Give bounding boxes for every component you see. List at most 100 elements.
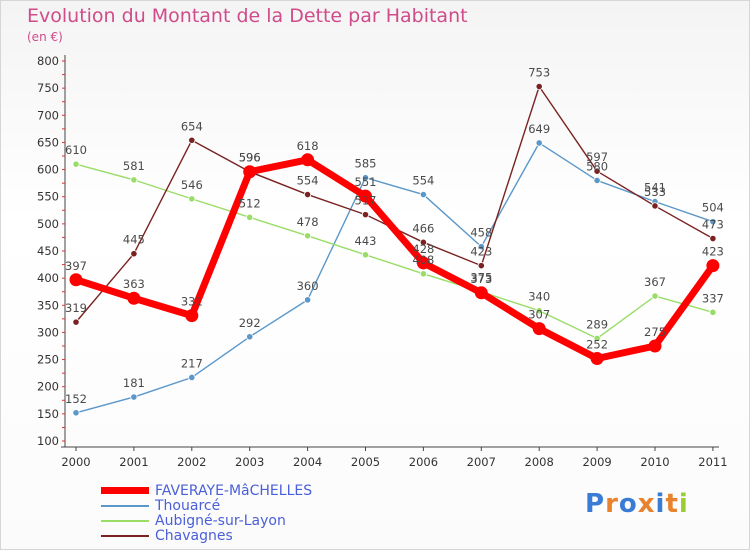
y-tick-label: 100 (37, 434, 59, 448)
legend-swatch (101, 487, 149, 494)
data-label: 319 (65, 301, 87, 315)
y-tick-label: 750 (37, 81, 59, 95)
legend-item: Thouarcé (101, 497, 312, 514)
x-tick-label: 2001 (119, 455, 148, 469)
data-point (593, 176, 601, 185)
data-point (535, 307, 543, 315)
data-point (72, 318, 80, 326)
legend-item: Chavagnes (101, 527, 312, 544)
data-label: 596 (239, 151, 261, 165)
data-label: 152 (65, 392, 87, 406)
data-label: 181 (123, 376, 145, 390)
data-point (651, 202, 659, 210)
x-tick-label: 2005 (351, 455, 380, 469)
data-point (419, 270, 427, 278)
y-tick-label: 500 (37, 217, 59, 231)
proxiti-logo: Proxiti (585, 489, 689, 519)
data-point (535, 82, 543, 91)
data-point (130, 176, 138, 184)
data-point (361, 211, 370, 219)
logo-letter: i (655, 489, 666, 519)
data-label: 517 (355, 194, 377, 208)
series-line (75, 142, 714, 414)
data-label: 375 (470, 271, 492, 285)
data-label: 217 (181, 356, 203, 370)
series-line (75, 85, 714, 323)
data-label: 423 (702, 245, 724, 259)
data-point (303, 296, 312, 304)
data-point (127, 291, 141, 305)
y-tick-label: 600 (37, 163, 59, 177)
data-point (188, 195, 196, 203)
data-label: 596 (239, 151, 261, 165)
data-label: 504 (702, 201, 724, 215)
y-tick-label: 550 (37, 190, 59, 204)
data-point (709, 308, 717, 316)
legend-swatch (101, 519, 149, 522)
logo-letter: i (678, 489, 689, 519)
data-label: 340 (528, 290, 550, 304)
data-point (246, 333, 254, 341)
y-tick-label: 300 (37, 325, 59, 339)
logo-letter: r (605, 489, 619, 519)
y-tick-label: 650 (37, 135, 59, 149)
data-label: 360 (297, 279, 319, 293)
logo-letter: x (637, 489, 656, 519)
x-tick-label: 2003 (235, 455, 264, 469)
data-point (69, 273, 83, 287)
x-tick-label: 2009 (582, 455, 611, 469)
data-label: 363 (123, 277, 145, 291)
chart-title: Evolution du Montant de la Dette par Hab… (27, 5, 468, 27)
data-label: 337 (702, 291, 724, 305)
data-point (72, 409, 80, 417)
data-point (477, 243, 485, 251)
data-label: 473 (702, 218, 724, 232)
y-tick-label: 200 (37, 380, 59, 394)
data-label: 373 (470, 272, 492, 286)
data-label: 546 (181, 178, 203, 192)
data-label: 597 (586, 150, 608, 164)
data-label: 512 (239, 196, 261, 210)
y-tick-label: 150 (37, 407, 59, 421)
data-point (648, 339, 662, 353)
legend: FAVERAYE-MâCHELLES Thouarcé Aubigné-sur-La… (101, 482, 313, 544)
data-point (243, 165, 257, 179)
data-point (303, 190, 312, 199)
data-point (185, 309, 199, 323)
data-point (651, 292, 659, 300)
axes: 100 150 200 250 300 350 400 450 500 550 600 650 700 7… (37, 54, 727, 469)
data-point (593, 167, 601, 175)
data-label: 478 (297, 215, 319, 229)
data-labels: 397 363 331 596 618 551 428 373 307 252 275 423 152 1… (65, 66, 724, 406)
series-lines (69, 82, 720, 417)
legend-swatch (101, 504, 149, 507)
data-label: 443 (355, 234, 377, 248)
data-label: 423 (470, 245, 492, 259)
data-label: 292 (239, 316, 261, 330)
data-point (361, 251, 370, 259)
data-label: 554 (412, 174, 434, 188)
data-point (477, 262, 485, 270)
data-label: 554 (297, 174, 319, 188)
logo-letter: P (585, 489, 606, 519)
data-label: 654 (181, 119, 203, 133)
y-tick-label: 250 (37, 353, 59, 367)
data-label: 367 (644, 275, 666, 289)
data-point (361, 174, 370, 182)
legend-label: Thouarcé (155, 497, 221, 514)
data-label: 275 (644, 325, 666, 339)
data-point (593, 334, 601, 342)
legend-label: FAVERAYE-MâCHELLES (155, 482, 313, 499)
data-label: 458 (470, 226, 492, 240)
x-tick-label: 2008 (525, 455, 554, 469)
legend-item: FAVERAYE-MâCHELLES (101, 482, 313, 499)
legend-label: Chavagnes (155, 527, 233, 544)
data-label: 428 (412, 242, 434, 256)
legend-label: Aubigné-sur-Layon (155, 512, 286, 529)
x-tick-label: 2000 (61, 455, 90, 469)
data-point (130, 250, 138, 258)
data-label: 397 (65, 259, 87, 273)
data-label: 610 (65, 143, 87, 157)
unit-label: (en €) (27, 30, 63, 44)
